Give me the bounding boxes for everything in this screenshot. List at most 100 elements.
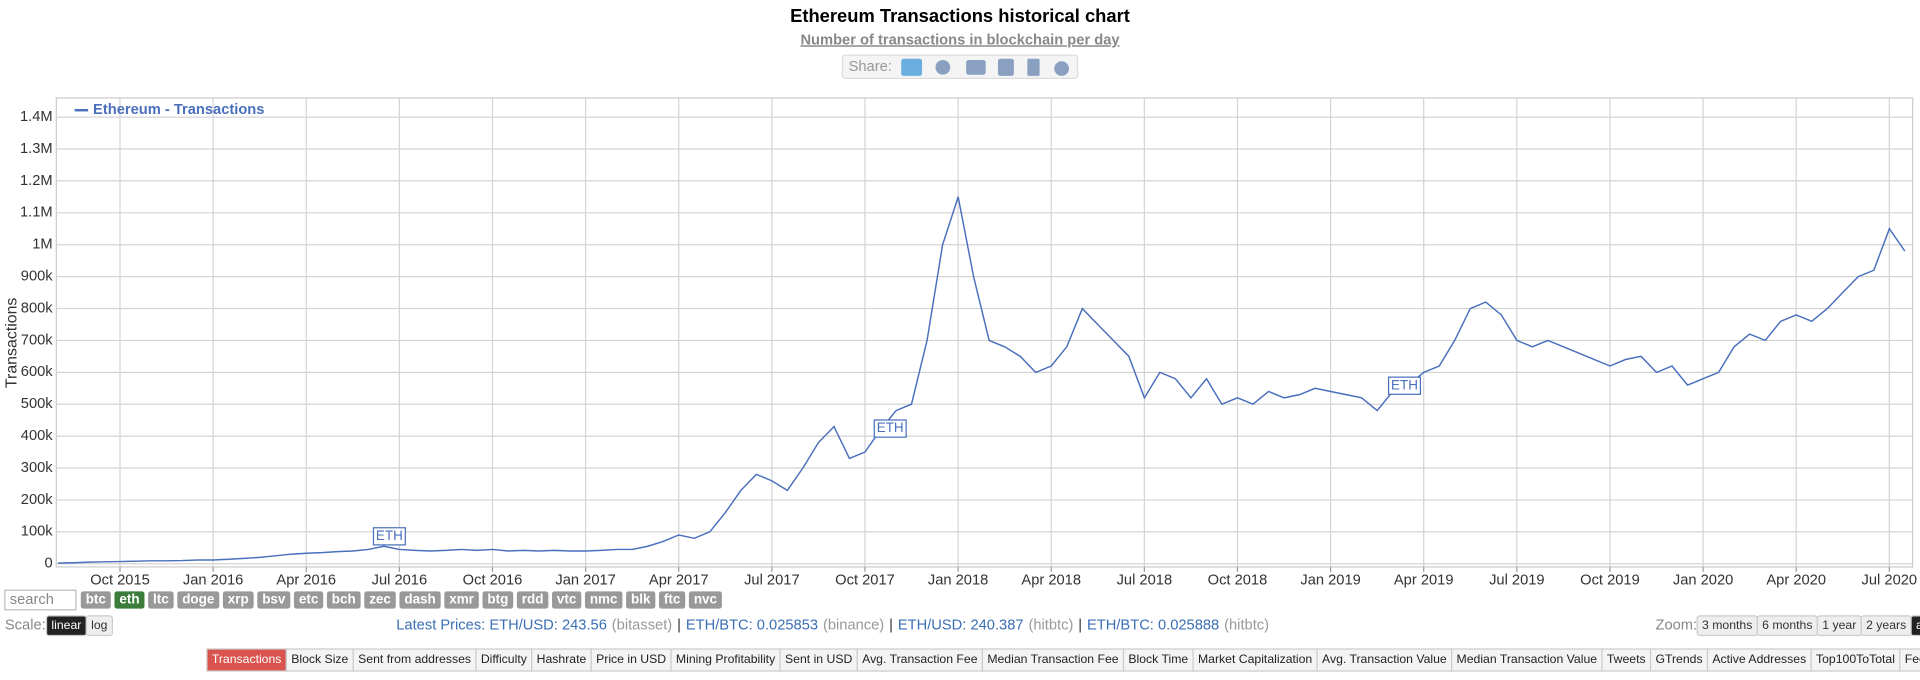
scale-button-label[interactable]: linear bbox=[51, 618, 81, 632]
x-tick-label: Oct 2018 bbox=[1208, 572, 1268, 588]
zoom-label: Zoom: bbox=[1656, 618, 1698, 634]
coin-button-label[interactable]: xmr bbox=[449, 592, 474, 607]
coin-button[interactable] bbox=[364, 591, 396, 609]
coin-button[interactable] bbox=[257, 591, 291, 609]
coin-button[interactable] bbox=[688, 591, 722, 609]
x-tick-label: Jan 2019 bbox=[1300, 572, 1360, 588]
zoom-button-label[interactable]: 3 months bbox=[1702, 618, 1752, 632]
share-icons[interactable] bbox=[901, 58, 1069, 76]
share-label: Share: bbox=[849, 59, 892, 75]
price-value: Latest Prices: ETH/USD: 243.56 bbox=[396, 618, 607, 634]
share-icon[interactable] bbox=[1027, 58, 1040, 76]
coin-button-label[interactable]: eth bbox=[119, 592, 139, 607]
metric-tab-label[interactable]: Median Transaction Value bbox=[1457, 652, 1598, 666]
coin-button[interactable] bbox=[444, 591, 479, 609]
share-icon[interactable] bbox=[966, 60, 986, 75]
metric-tab-label[interactable]: Block Time bbox=[1128, 652, 1188, 666]
x-tick-label: Oct 2016 bbox=[463, 572, 523, 588]
x-tick-label: Jul 2020 bbox=[1862, 572, 1918, 588]
y-tick-label: 300k bbox=[21, 460, 54, 476]
zoom-button-label[interactable]: 2 years bbox=[1866, 618, 1906, 632]
metric-tab-label[interactable]: Hashrate bbox=[537, 652, 587, 666]
metric-tab-label[interactable]: Tweets bbox=[1607, 652, 1646, 666]
coin-button[interactable] bbox=[626, 591, 656, 609]
x-tick-label: Oct 2017 bbox=[835, 572, 895, 588]
metric-tab-label[interactable]: Median Transaction Fee bbox=[987, 652, 1118, 666]
zoom-button-label[interactable]: all time bbox=[1916, 618, 1920, 632]
metric-tab-label[interactable]: Sent in USD bbox=[785, 652, 852, 666]
y-tick-label: 400k bbox=[21, 428, 54, 444]
coin-button-label[interactable]: etc bbox=[299, 592, 319, 607]
metric-tab-label[interactable]: Top100ToTotal bbox=[1816, 652, 1895, 666]
coin-button[interactable] bbox=[177, 591, 220, 609]
coin-button-label[interactable]: bsv bbox=[262, 592, 286, 607]
coin-button[interactable] bbox=[114, 591, 145, 609]
coin-button-label[interactable]: nvc bbox=[694, 592, 718, 607]
coin-button[interactable] bbox=[516, 591, 549, 609]
price-value: ETH/USD: 240.387 bbox=[898, 618, 1024, 634]
coin-button-label[interactable]: rdd bbox=[522, 592, 544, 607]
zoom-button[interactable] bbox=[1910, 615, 1920, 637]
coin-button[interactable] bbox=[399, 591, 441, 609]
coin-button[interactable] bbox=[148, 591, 174, 609]
price-value: ETH/BTC: 0.025888 bbox=[1087, 618, 1219, 634]
coin-button[interactable] bbox=[293, 591, 324, 609]
coin-button-label[interactable]: doge bbox=[182, 592, 215, 607]
price-source: (bitasset) bbox=[612, 618, 672, 634]
metric-tab-label[interactable]: Avg. Transaction Value bbox=[1322, 652, 1447, 666]
coin-button[interactable] bbox=[222, 591, 254, 609]
coin-button-label[interactable]: vtc bbox=[557, 592, 577, 607]
metric-tab-label[interactable]: GTrends bbox=[1655, 652, 1702, 666]
metric-tab-label[interactable]: Block Size bbox=[291, 652, 348, 666]
metric-tab-label[interactable]: Fee in Reward bbox=[1905, 652, 1920, 666]
share-icon[interactable] bbox=[935, 60, 951, 75]
y-tick-label: 100k bbox=[21, 524, 54, 540]
metric-tab-label[interactable]: Transactions bbox=[212, 652, 282, 666]
search-placeholder[interactable]: search bbox=[10, 592, 54, 608]
annotation-box bbox=[372, 527, 406, 546]
coin-button-label[interactable]: blk bbox=[631, 592, 651, 607]
metric-tab-label[interactable]: Difficulty bbox=[481, 652, 528, 666]
metric-tab-label[interactable]: Price in USD bbox=[596, 652, 666, 666]
coin-button[interactable] bbox=[80, 591, 111, 609]
share-icon[interactable] bbox=[1054, 61, 1069, 76]
share-icon[interactable] bbox=[901, 58, 923, 76]
scale-button[interactable] bbox=[85, 615, 114, 637]
coin-button-label[interactable]: ltc bbox=[153, 592, 169, 607]
annotation-box bbox=[1387, 376, 1422, 395]
share-icon[interactable] bbox=[997, 58, 1014, 76]
search-box[interactable] bbox=[4, 589, 77, 611]
y-tick-label: 1.3M bbox=[20, 141, 53, 157]
coin-button-label[interactable]: btg bbox=[487, 592, 508, 607]
scale-button-label[interactable]: log bbox=[91, 618, 108, 632]
y-axis-label: Transactions bbox=[3, 298, 20, 389]
coin-button-label[interactable]: zec bbox=[369, 592, 391, 607]
coin-button-label[interactable]: ftc bbox=[664, 592, 681, 607]
metric-tab-label[interactable]: Market Capitalization bbox=[1198, 652, 1312, 666]
x-tick-label: Jan 2016 bbox=[183, 572, 243, 588]
coin-button[interactable] bbox=[326, 591, 361, 609]
coin-button[interactable] bbox=[482, 591, 514, 609]
metric-tab-label[interactable]: Sent from addresses bbox=[358, 652, 471, 666]
metric-tab-label[interactable]: Active Addresses bbox=[1712, 652, 1806, 666]
coin-button-label[interactable]: dash bbox=[404, 592, 435, 607]
coin-button-label[interactable]: btc bbox=[86, 592, 107, 607]
coin-button[interactable] bbox=[584, 591, 623, 609]
chart-title: Ethereum Transactions historical chart bbox=[790, 5, 1130, 26]
y-tick-label: 900k bbox=[21, 268, 54, 284]
zoom-button-label[interactable]: 1 year bbox=[1822, 618, 1856, 632]
coin-button-label[interactable]: bch bbox=[332, 592, 356, 607]
zoom-button-label[interactable]: 6 months bbox=[1762, 618, 1812, 632]
metric-tab-label[interactable]: Mining Profitability bbox=[676, 652, 776, 666]
latest-prices: Latest Prices: ETH/USD: 243.56 (bitasset)… bbox=[396, 618, 1269, 634]
coin-button[interactable] bbox=[552, 591, 582, 609]
metric-tab-label[interactable]: Avg. Transaction Fee bbox=[862, 652, 978, 666]
coin-button-label[interactable]: xrp bbox=[228, 592, 249, 607]
coin-button-label[interactable]: nmc bbox=[590, 592, 618, 607]
y-tick-label: 1.4M bbox=[20, 109, 53, 125]
x-tick-label: Jan 2020 bbox=[1673, 572, 1733, 588]
metric-tab[interactable] bbox=[1899, 648, 1920, 672]
coin-button[interactable] bbox=[658, 591, 686, 609]
scale-label: Scale: bbox=[5, 618, 46, 634]
